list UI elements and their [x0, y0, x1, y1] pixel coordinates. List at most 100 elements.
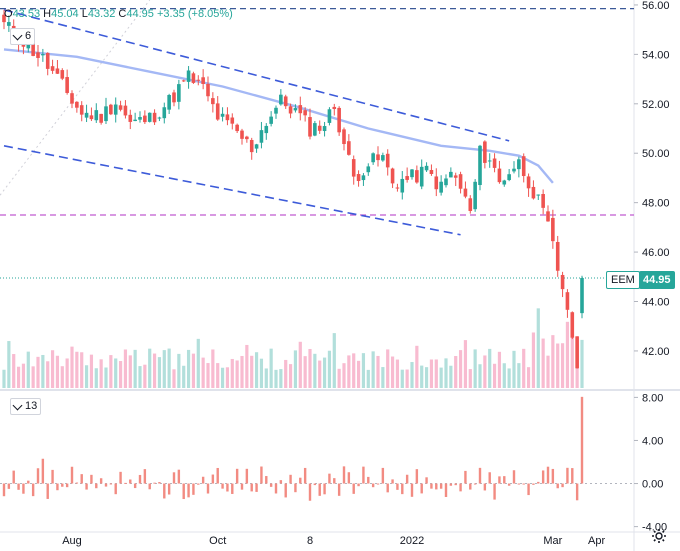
candle-body: [541, 194, 545, 208]
volume-bar: [167, 348, 171, 388]
candle-body: [143, 115, 147, 123]
close-value: 44.95: [126, 8, 154, 20]
sub-indicator-toggle[interactable]: 13: [10, 398, 42, 415]
price-tick-label: 48.00: [642, 198, 670, 210]
candle-body: [487, 160, 492, 162]
last-price-label: 44.95: [639, 271, 675, 289]
sub-bar: [439, 483, 443, 489]
time-tick-label: 8: [307, 535, 313, 547]
candle-body: [167, 94, 171, 110]
volume-bar: [26, 351, 30, 388]
candle-body: [351, 159, 356, 177]
volume-bar: [371, 351, 375, 388]
sub-bar: [163, 483, 166, 499]
volume-bar: [366, 369, 370, 388]
volume-bar: [36, 356, 40, 388]
volume-bar: [55, 355, 60, 388]
low-label: L: [81, 8, 88, 20]
volume-bar: [507, 368, 511, 388]
volume-bar: [458, 350, 463, 388]
volume-bar: [463, 340, 468, 388]
candle-body: [113, 104, 118, 115]
candle-body: [449, 171, 453, 178]
sub-bar: [206, 483, 210, 494]
open-label: O: [4, 8, 13, 20]
open-value: 43.53: [12, 8, 41, 20]
main-indicator-toggle[interactable]: 6: [10, 28, 36, 45]
candle-body: [483, 141, 487, 163]
sub-bar: [36, 468, 40, 484]
sub-bar: [182, 483, 185, 500]
sub-bar: [367, 476, 370, 484]
volume-bar: [386, 349, 390, 388]
candle-body: [565, 292, 570, 310]
sub-bar: [430, 483, 433, 489]
candle-body: [478, 145, 482, 186]
candle-body: [463, 188, 468, 197]
sub-bar: [7, 483, 11, 489]
sub-bar: [401, 483, 404, 495]
candle-body: [138, 117, 142, 120]
volume-bar: [444, 358, 448, 388]
volume-bar: [220, 367, 225, 388]
candle-body: [79, 105, 84, 115]
candle-body: [303, 110, 307, 116]
candle-body: [99, 113, 103, 123]
price-tick-label: 52.00: [642, 99, 670, 111]
volume-bar: [109, 355, 113, 388]
sub-bar: [551, 468, 555, 484]
sub-bar: [187, 483, 190, 498]
sub-bar: [148, 483, 151, 490]
sub-bar: [517, 483, 521, 485]
volume-bar: [143, 364, 147, 388]
candle-body: [497, 168, 502, 183]
volume-bar: [274, 369, 278, 388]
candle-body: [279, 94, 283, 105]
sub-bar: [138, 474, 142, 484]
volume-bar: [308, 348, 312, 388]
candle-body: [254, 144, 259, 149]
volume-bar: [177, 353, 181, 388]
sub-bar: [129, 479, 132, 484]
sub-bar: [469, 483, 472, 490]
candle-body: [264, 125, 269, 134]
volume-bar: [250, 355, 254, 388]
sub-bar: [46, 483, 49, 499]
candle-body: [249, 139, 254, 153]
volume-bar: [303, 356, 307, 388]
volume-bar: [50, 350, 55, 388]
candle-body: [512, 168, 516, 172]
sub-tick-label: -4.00: [642, 522, 667, 534]
close-label: C: [118, 8, 127, 20]
candle-body: [109, 104, 113, 115]
candle-body: [211, 98, 215, 105]
sub-indicator-bars: [2, 396, 584, 501]
sub-bar: [328, 473, 331, 484]
volume-bar: [196, 338, 200, 388]
volume-bar: [89, 354, 94, 388]
sub-bar: [478, 467, 482, 484]
sub-bar: [420, 483, 423, 494]
sub-bar: [90, 474, 93, 484]
candle-body: [308, 117, 312, 137]
sub-bar: [425, 477, 428, 484]
candle-body: [376, 154, 380, 161]
sub-bar: [415, 469, 419, 484]
candle-body: [546, 211, 550, 222]
volume-bar: [99, 359, 103, 388]
candle-body: [444, 178, 448, 186]
candle-body: [152, 112, 157, 123]
settings-gear[interactable]: [650, 527, 668, 545]
volume-bar: [318, 360, 322, 388]
sub-bar: [522, 483, 525, 485]
volume-bar: [118, 361, 123, 388]
candle-body: [128, 114, 133, 122]
candle-body: [177, 84, 181, 102]
volume-bar: [347, 355, 351, 388]
candle-body: [468, 198, 473, 211]
volume-bar: [138, 366, 142, 388]
sub-bar: [99, 478, 103, 484]
candle-body: [133, 119, 137, 122]
sub-bar: [61, 483, 64, 487]
